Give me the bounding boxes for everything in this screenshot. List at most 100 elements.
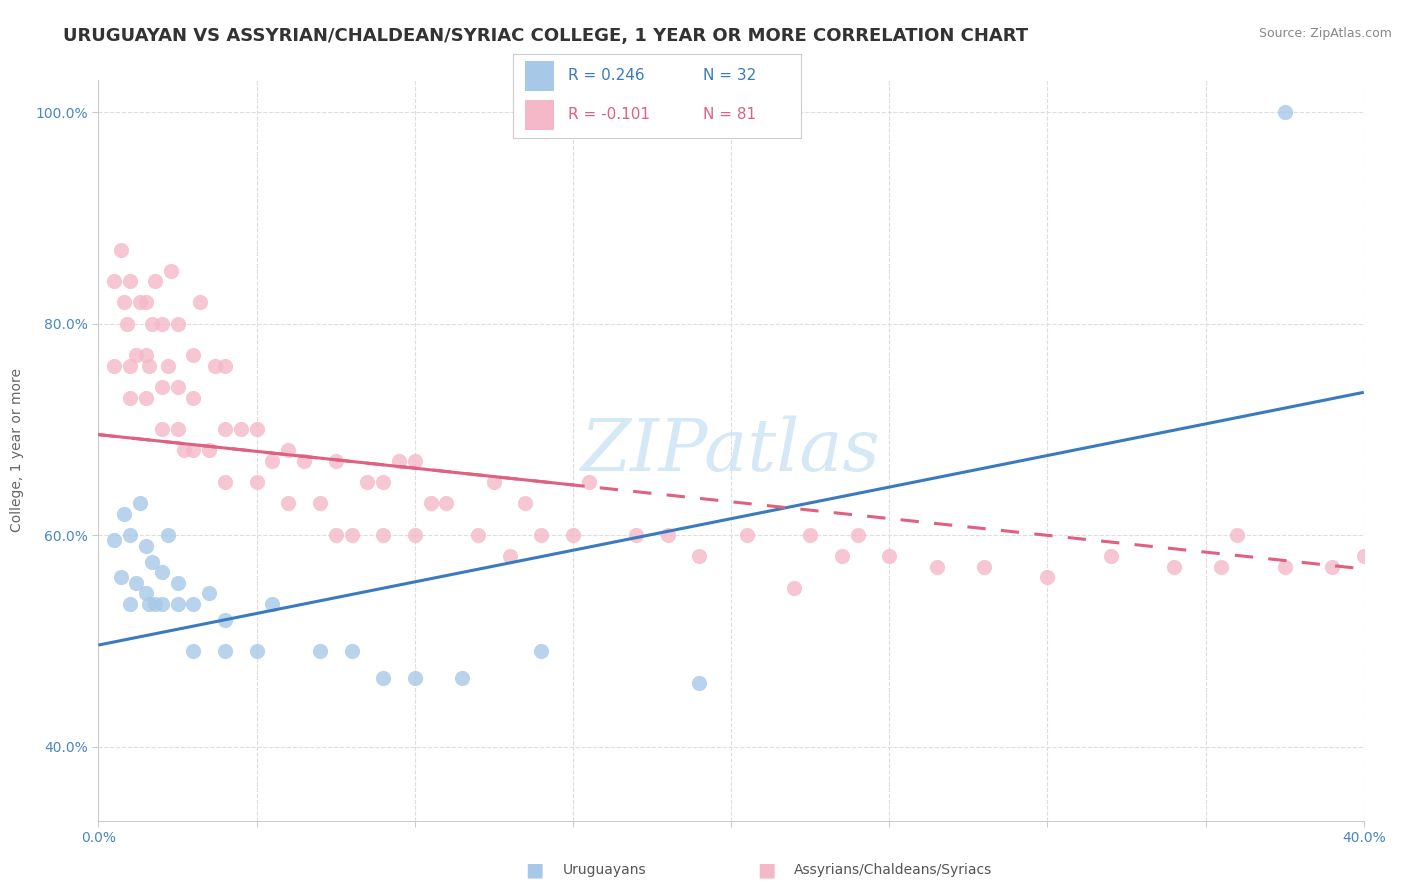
Point: [262, 454, 284, 468]
Point: [877, 549, 900, 564]
Point: [831, 549, 853, 564]
Point: [183, 391, 205, 405]
Text: URUGUAYAN VS ASSYRIAN/CHALDEAN/SYRIAC COLLEGE, 1 YEAR OR MORE CORRELATION CHART: URUGUAYAN VS ASSYRIAN/CHALDEAN/SYRIAC CO…: [63, 27, 1028, 45]
Point: [467, 528, 489, 542]
Point: [371, 475, 394, 490]
Bar: [524, 62, 554, 91]
Point: [1211, 559, 1233, 574]
Point: [166, 380, 188, 394]
Point: [150, 597, 173, 611]
Point: [110, 570, 132, 584]
Point: [115, 317, 138, 331]
Text: ■: ■: [524, 860, 544, 880]
Point: [1226, 528, 1249, 542]
Point: [138, 359, 160, 373]
Point: [340, 644, 363, 658]
Point: [277, 443, 299, 458]
Point: [120, 528, 141, 542]
Point: [214, 613, 236, 627]
Point: [198, 443, 221, 458]
Point: [135, 586, 157, 600]
Text: Source: ZipAtlas.com: Source: ZipAtlas.com: [1258, 27, 1392, 40]
Point: [419, 496, 441, 510]
Point: [188, 295, 211, 310]
Point: [125, 575, 148, 590]
Point: [846, 528, 869, 542]
Text: Assyrians/Chaldeans/Syriacs: Assyrians/Chaldeans/Syriacs: [794, 863, 993, 877]
Point: [325, 528, 347, 542]
Point: [166, 597, 188, 611]
Point: [128, 496, 150, 510]
Point: [246, 475, 269, 490]
Point: [404, 671, 426, 685]
Point: [735, 528, 758, 542]
Point: [292, 454, 315, 468]
Point: [103, 274, 125, 288]
Point: [229, 422, 252, 436]
Point: [404, 528, 426, 542]
Bar: [524, 100, 554, 130]
Point: [135, 295, 157, 310]
Point: [688, 549, 710, 564]
Text: ■: ■: [756, 860, 776, 880]
Point: [309, 496, 332, 510]
Point: [262, 597, 284, 611]
Point: [120, 597, 141, 611]
Point: [150, 317, 173, 331]
Point: [128, 295, 150, 310]
Point: [166, 317, 188, 331]
Point: [110, 243, 132, 257]
Point: [530, 644, 553, 658]
Point: [183, 597, 205, 611]
Text: N = 81: N = 81: [703, 107, 756, 122]
Point: [436, 496, 458, 510]
Point: [214, 475, 236, 490]
Point: [246, 422, 269, 436]
Point: [578, 475, 600, 490]
Point: [482, 475, 505, 490]
Point: [1274, 559, 1296, 574]
Point: [120, 274, 141, 288]
Point: [141, 317, 163, 331]
Point: [1099, 549, 1122, 564]
Point: [404, 454, 426, 468]
Point: [1322, 559, 1344, 574]
Point: [150, 380, 173, 394]
Point: [112, 507, 135, 521]
Text: ZIPatlas: ZIPatlas: [581, 415, 882, 486]
Point: [309, 644, 332, 658]
Point: [356, 475, 378, 490]
Point: [112, 295, 135, 310]
Point: [138, 597, 160, 611]
Point: [515, 496, 537, 510]
Point: [214, 422, 236, 436]
Point: [173, 443, 195, 458]
Point: [371, 671, 394, 685]
Y-axis label: College, 1 year or more: College, 1 year or more: [10, 368, 24, 533]
Point: [135, 348, 157, 362]
Point: [1274, 105, 1296, 120]
Point: [183, 443, 205, 458]
Point: [214, 644, 236, 658]
Point: [198, 586, 221, 600]
Point: [624, 528, 647, 542]
Point: [799, 528, 821, 542]
Point: [145, 274, 166, 288]
Point: [246, 644, 269, 658]
Point: [783, 581, 806, 595]
Point: [530, 528, 553, 542]
Point: [973, 559, 995, 574]
Point: [120, 391, 141, 405]
Point: [135, 391, 157, 405]
Point: [183, 348, 205, 362]
Point: [103, 533, 125, 548]
Point: [204, 359, 226, 373]
Point: [925, 559, 948, 574]
Point: [688, 676, 710, 690]
Point: [1163, 559, 1185, 574]
Point: [371, 528, 394, 542]
Point: [214, 359, 236, 373]
Point: [150, 422, 173, 436]
Point: [160, 263, 183, 277]
Point: [1036, 570, 1059, 584]
